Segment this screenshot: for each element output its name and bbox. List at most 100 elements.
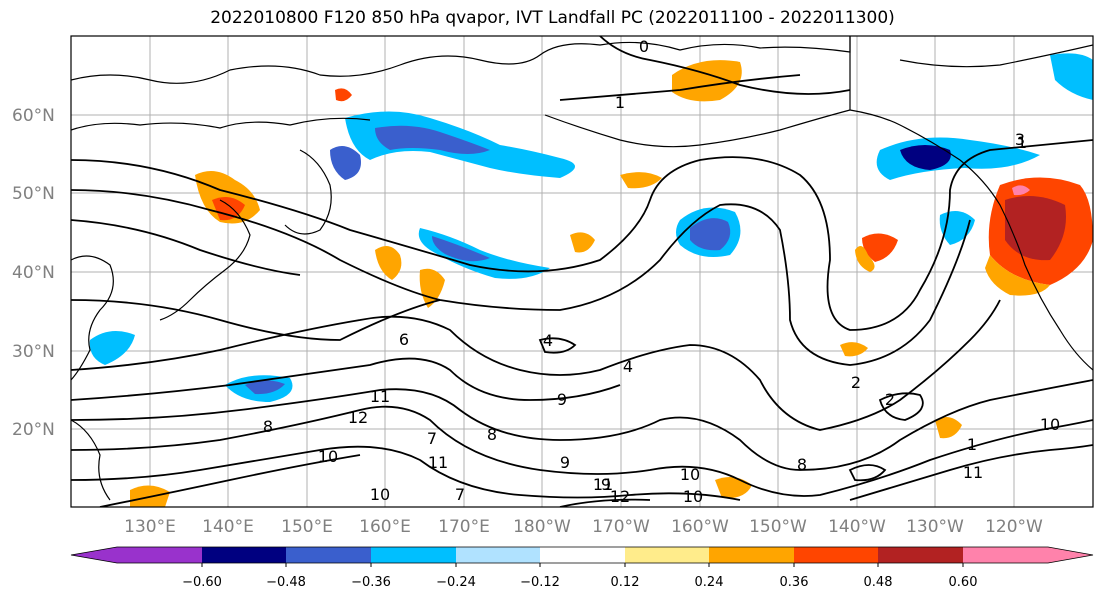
positive-anomaly-east (862, 233, 898, 262)
colorbar-segment (286, 547, 371, 563)
lon-label-120w: 120°W (985, 517, 1043, 537)
lon-label-160w: 160°W (671, 517, 729, 537)
colorbar-tick-label: 0.12 (611, 575, 640, 590)
colorbar-extension-low (71, 547, 117, 563)
colorbar-segment (794, 547, 878, 563)
colorbar-tick-label: 0.48 (864, 575, 893, 590)
contour-label: 1 (615, 93, 625, 112)
contour-label: 1 (967, 435, 977, 454)
positive-anomaly-east-margin (855, 246, 875, 272)
contour-label: 10 (318, 447, 338, 466)
contour-label: 9 (560, 453, 570, 472)
colorbar-segment (963, 547, 1048, 563)
colorbar-tick-label: 0.36 (780, 575, 809, 590)
lon-label-140w: 140°W (828, 517, 886, 537)
contour-label: 9 (601, 475, 611, 494)
colorbar-tick-label: −0.12 (520, 575, 560, 590)
contour-label: 7 (455, 485, 465, 504)
colorbar-tick-label: 0.24 (695, 575, 724, 590)
positive-anomaly-hawaii (840, 342, 868, 357)
positive-anomaly-subtropics (935, 416, 962, 439)
positive-anomaly-mid (570, 232, 595, 253)
lon-label-160e: 160°E (359, 517, 411, 537)
lon-label-180w: 180°W (513, 517, 571, 537)
contour-label: 11 (963, 463, 983, 482)
colorbar-segment (709, 547, 794, 563)
latitude-labels: 60°N 50°N 40°N 30°N 20°N (12, 106, 55, 440)
contour-label: 3 (1015, 130, 1025, 149)
positive-anomaly-central-north (620, 172, 662, 189)
negative-anomaly-kamchatka (330, 146, 361, 180)
contour-label: 2 (885, 390, 895, 409)
map-border (70, 35, 1094, 508)
contour-label: 8 (797, 455, 807, 474)
colorbar-tick-label: 0.60 (949, 575, 978, 590)
colorbar-tick-label: −0.48 (266, 575, 306, 590)
colorbar-segment (371, 547, 456, 563)
lon-label-170w: 170°W (592, 517, 650, 537)
ivt-contours (71, 36, 1093, 507)
negative-anomaly-gulf-alaska-core (900, 145, 951, 170)
negative-anomaly-stripe-core (432, 236, 490, 262)
lon-label-150e: 150°E (281, 517, 333, 537)
colorbar-extension-high (1048, 547, 1093, 563)
contour-label: 8 (487, 425, 497, 444)
negative-anomaly-pacific-northwest (939, 211, 975, 245)
colorbar-tick-labels: −0.60 −0.48 −0.36 −0.24 −0.12 0.12 0.24 … (182, 575, 977, 590)
contour-label: 9 (557, 390, 567, 409)
contour-label: 8 (263, 417, 273, 436)
colorbar-segment (878, 547, 963, 563)
lat-label-30n: 30°N (12, 342, 55, 362)
negative-anomaly-east-china-sea (89, 331, 135, 365)
contour-label: 2 (851, 373, 861, 392)
negative-anomaly-stripe (418, 228, 550, 279)
lon-label-140e: 140°E (202, 517, 254, 537)
contour-label: 11 (593, 475, 613, 494)
lon-label-170e: 170°E (438, 517, 490, 537)
positive-anomaly-japan-core (212, 196, 245, 221)
longitude-labels: 130°E 140°E 150°E 160°E 170°E 180°W 170°… (124, 517, 1043, 537)
negative-anomaly-central-core (690, 218, 731, 251)
contour-label: 4 (623, 357, 633, 376)
colorbar-segment (117, 547, 202, 563)
contour-label: 11 (370, 387, 390, 406)
lon-label-130w: 130°W (906, 517, 964, 537)
negative-anomaly-west-pacific-core (245, 380, 285, 395)
colorbar-outline (70, 546, 1094, 564)
contour-label: 1 (1017, 133, 1027, 152)
colorbar-segment (540, 547, 625, 563)
colorbar (70, 546, 1094, 567)
colorbar-segment (202, 547, 286, 563)
contour-label: 11 (428, 453, 448, 472)
contour-label: 12 (610, 487, 630, 506)
contour-label: 10 (680, 465, 700, 484)
lon-label-150w: 150°W (749, 517, 807, 537)
positive-anomaly-west-coast-core (1005, 196, 1066, 261)
positive-anomaly-nw-pacific (375, 246, 402, 280)
contour-label: 12 (348, 408, 368, 427)
coastlines (71, 36, 1093, 501)
contour-label: 6 (399, 330, 409, 349)
lon-label-130e: 130°E (124, 517, 176, 537)
colorbar-segment (625, 547, 709, 563)
contour-label: 10 (683, 487, 703, 506)
colorbar-segment (456, 547, 540, 563)
positive-anomaly-west-coast-peak (1012, 185, 1030, 196)
lat-label-60n: 60°N (12, 106, 55, 126)
positive-anomaly-alaska (672, 60, 742, 102)
lat-label-40n: 40°N (12, 263, 55, 283)
contour-label: 10 (370, 485, 390, 504)
contour-label: 0 (639, 37, 649, 56)
negative-anomaly-arctic (1050, 53, 1093, 100)
positive-anomaly-nw-pacific-2 (419, 268, 445, 308)
colorbar-tick-label: −0.24 (436, 575, 476, 590)
contour-label: 7 (427, 429, 437, 448)
colorbar-tick-label: −0.60 (182, 575, 222, 590)
contour-label: 10 (1040, 415, 1060, 434)
lat-label-20n: 20°N (12, 420, 55, 440)
positive-anomaly-bering (335, 88, 352, 102)
lat-label-50n: 50°N (12, 184, 55, 204)
contour-label: 4 (543, 331, 553, 350)
